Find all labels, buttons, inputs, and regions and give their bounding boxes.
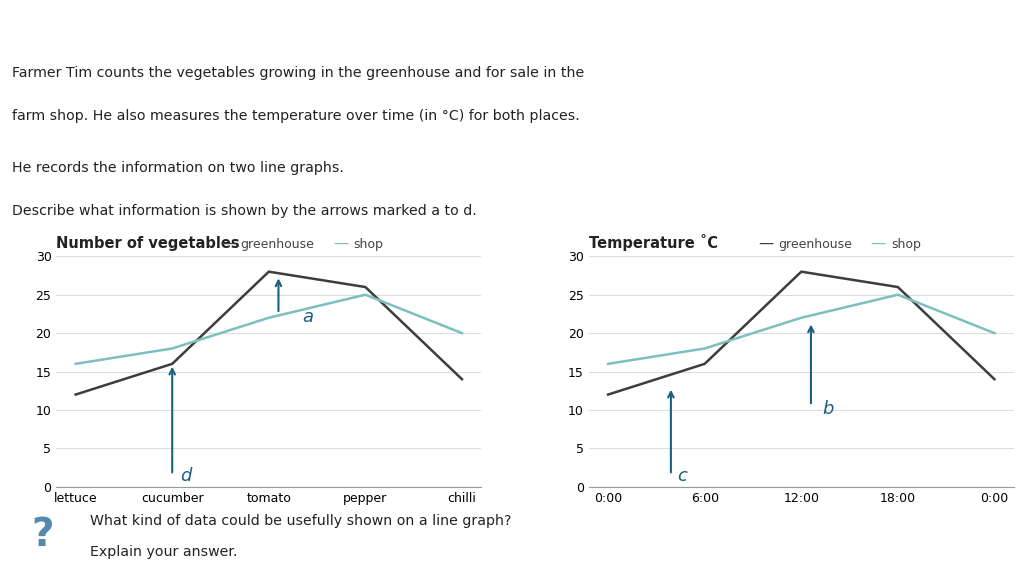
Text: d: d	[180, 467, 191, 484]
Text: —: —	[333, 236, 348, 251]
Text: ?: ?	[32, 517, 54, 554]
Text: farm shop. He also measures the temperature over time (in °C) for both places.: farm shop. He also measures the temperat…	[12, 109, 580, 123]
Text: a: a	[303, 308, 313, 325]
Text: shop: shop	[353, 237, 383, 251]
Text: —: —	[220, 236, 236, 251]
Text: greenhouse: greenhouse	[241, 237, 314, 251]
Text: Describe what information is shown by the arrows marked a to d.: Describe what information is shown by th…	[12, 204, 477, 218]
Text: Temperature ˚C: Temperature ˚C	[589, 233, 718, 251]
Text: —: —	[758, 236, 773, 251]
Text: —: —	[870, 236, 886, 251]
Text: What kind of data could be usefully shown on a line graph?: What kind of data could be usefully show…	[90, 514, 512, 528]
Text: shop: shop	[891, 237, 921, 251]
Text: Farmer Tim counts the vegetables growing in the greenhouse and for sale in the: Farmer Tim counts the vegetables growing…	[12, 66, 585, 80]
Text: Number of vegetables: Number of vegetables	[56, 236, 240, 251]
Text: Explain your answer.: Explain your answer.	[90, 545, 238, 559]
Text: b: b	[822, 400, 834, 418]
Text: Checkpoint 3: Line graphs: Checkpoint 3: Line graphs	[12, 23, 321, 43]
Text: He records the information on two line graphs.: He records the information on two line g…	[12, 161, 344, 175]
Text: c: c	[678, 467, 687, 484]
Text: greenhouse: greenhouse	[778, 237, 852, 251]
